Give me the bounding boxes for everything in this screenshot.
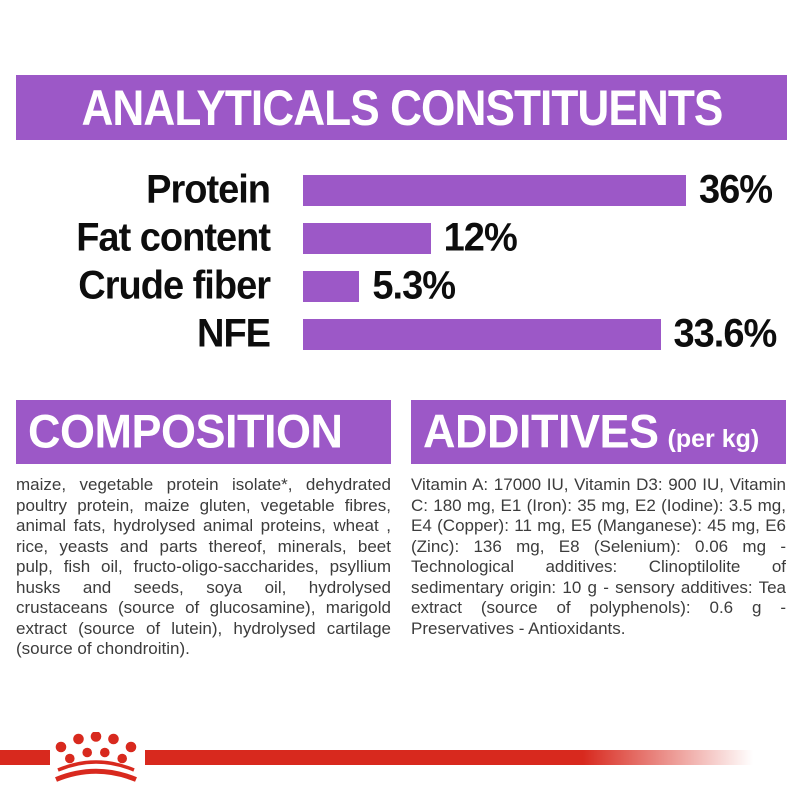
chart-row-protein: Protein 36%	[0, 166, 800, 214]
bar-value-nfe: 33.6%	[673, 311, 778, 356]
composition-header-bar: COMPOSITION	[16, 400, 391, 464]
composition-body: maize, vegetable protein isolate*, dehyd…	[16, 475, 391, 658]
composition-title: COMPOSITION	[28, 404, 343, 459]
royal-canin-crown-icon	[55, 732, 137, 782]
additives-body: Vitamin A: 17000 IU, Vitamin D3: 900 IU,…	[411, 475, 786, 638]
additives-per-kg-label: (per kg)	[667, 425, 760, 453]
bar-value-fat-content: 12%	[443, 215, 518, 260]
red-rule-right	[145, 750, 753, 765]
bar-label-nfe: NFE	[197, 311, 271, 356]
bar-protein	[303, 174, 687, 206]
bar-label-protein: Protein	[146, 167, 271, 212]
chart-row-crude-fiber: Crude fiber 5.3%	[0, 262, 800, 310]
additives-section: ADDITIVES (per kg) Vitamin A: 17000 IU, …	[411, 400, 786, 660]
chart-row-fat-content: Fat content 12%	[0, 214, 800, 262]
analyticals-chart: Protein 36% Fat content 12% Crude fiber …	[0, 166, 800, 358]
info-columns: COMPOSITION maize, vegetable protein iso…	[16, 400, 786, 660]
bar-value-crude-fiber: 5.3%	[372, 263, 456, 308]
bar-label-crude-fiber: Crude fiber	[78, 263, 271, 308]
additives-header-bar: ADDITIVES (per kg)	[411, 400, 786, 464]
additives-title: ADDITIVES	[423, 404, 659, 459]
analyticals-header-bar: ANALYTICALS CONSTITUENTS	[16, 75, 787, 140]
analyticals-title: ANALYTICALS CONSTITUENTS	[81, 79, 723, 136]
bar-value-protein: 36%	[699, 167, 773, 212]
bar-crude-fiber	[303, 270, 360, 302]
bar-label-fat-content: Fat content	[76, 215, 271, 260]
footer	[0, 732, 800, 800]
bar-nfe	[303, 318, 661, 350]
chart-row-nfe: NFE 33.6%	[0, 310, 800, 358]
bar-fat-content	[303, 222, 431, 254]
red-rule-left	[0, 750, 50, 765]
composition-section: COMPOSITION maize, vegetable protein iso…	[16, 400, 391, 660]
